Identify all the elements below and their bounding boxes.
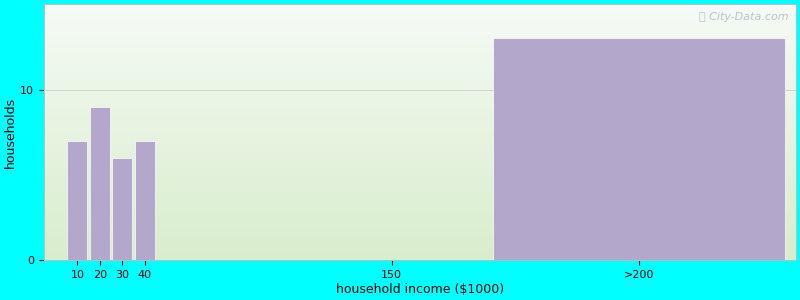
Bar bbox=[112, 158, 132, 260]
Bar bbox=[493, 38, 785, 260]
Y-axis label: households: households bbox=[4, 97, 17, 168]
Text: ⓘ City-Data.com: ⓘ City-Data.com bbox=[698, 12, 788, 22]
X-axis label: household income ($1000): household income ($1000) bbox=[336, 283, 504, 296]
Bar bbox=[67, 141, 87, 260]
Bar bbox=[134, 141, 155, 260]
Bar bbox=[90, 106, 110, 260]
